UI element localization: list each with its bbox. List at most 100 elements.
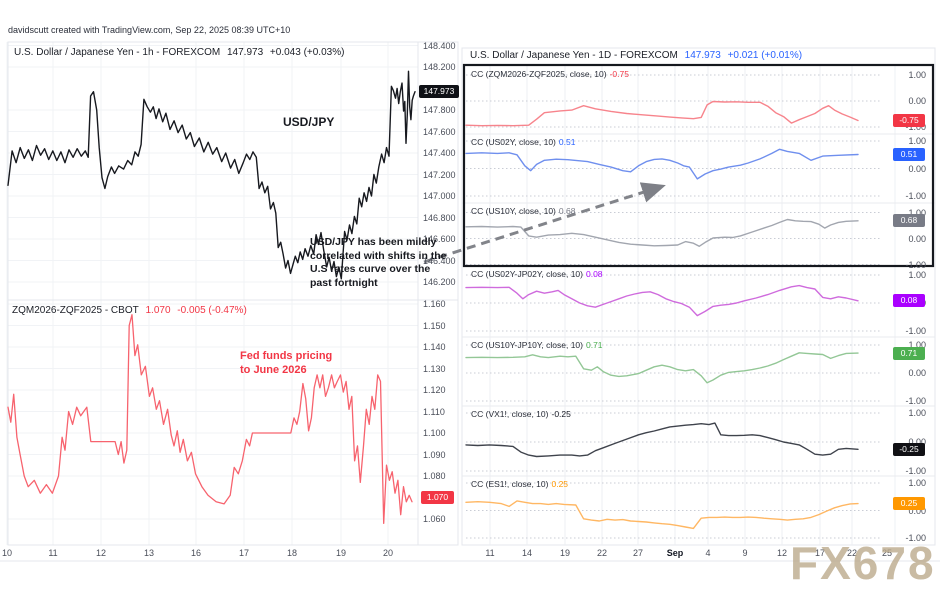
price-tick-label: 148.200 bbox=[423, 62, 456, 72]
time-tick-label: 14 bbox=[521, 548, 532, 558]
annotation-arrow bbox=[423, 182, 666, 264]
time-tick-label: 16 bbox=[190, 548, 201, 558]
price-tick-label: 147.400 bbox=[423, 148, 456, 158]
cc-study-label: CC (ES1!, close, 10) 0.25 bbox=[471, 479, 569, 489]
corr-tick-label: 0.00 bbox=[908, 163, 926, 174]
price-badge-zq: 1.070 bbox=[421, 491, 454, 504]
usdjpy-series-label: USD/JPY bbox=[283, 115, 335, 129]
time-tick-label: 12 bbox=[95, 548, 106, 558]
price-tick-label: 146.200 bbox=[423, 277, 456, 287]
price-tick-label: 1.130 bbox=[423, 363, 446, 374]
time-tick-label: 25 bbox=[881, 548, 892, 558]
corr-tick-label: -1.00 bbox=[905, 259, 926, 270]
corr-tick-label: -1.00 bbox=[905, 191, 926, 201]
fed-funds-annotation: Fed funds pricing to June 2026 bbox=[240, 350, 333, 376]
corr-badge: -0.75 bbox=[893, 114, 925, 127]
price-tick-label: 146.800 bbox=[423, 212, 456, 223]
corr-tick-label: 1.00 bbox=[908, 136, 926, 146]
price-tick-label: 148.400 bbox=[423, 40, 456, 51]
corr-tick-label: -1.00 bbox=[905, 396, 926, 406]
price-tick-label: 1.140 bbox=[423, 342, 446, 352]
corr-tick-label: 0.00 bbox=[886, 437, 926, 447]
price-tick-label: 1.060 bbox=[423, 514, 446, 524]
price-tick-label: 147.000 bbox=[423, 191, 456, 201]
price-tick-label: 1.080 bbox=[423, 471, 446, 481]
cc-study-label: CC (US10Y-JP10Y, close, 10) 0.71 bbox=[471, 340, 603, 350]
usdjpy-1d-legend: U.S. Dollar / Japanese Yen - 1D - FOREXC… bbox=[470, 50, 806, 61]
time-tick-label: 12 bbox=[776, 548, 787, 558]
corr-tick-label: -1.00 bbox=[905, 466, 926, 476]
highlight-box bbox=[462, 63, 935, 268]
corr-tick-label: 1.00 bbox=[908, 270, 926, 280]
time-tick-label: 17 bbox=[814, 548, 825, 558]
corr-badge: 0.08 bbox=[893, 294, 925, 308]
corr-tick-label: 0.00 bbox=[908, 505, 926, 516]
time-tick-label: 11 bbox=[48, 548, 58, 558]
usdjpy-1h-legend: U.S. Dollar / Japanese Yen - 1h - FOREXC… bbox=[14, 47, 348, 58]
legend-change: -0.005 (-0.47%) bbox=[177, 305, 247, 316]
corr-badge: 0.71 bbox=[893, 346, 925, 360]
price-tick-label: 146.400 bbox=[423, 255, 456, 266]
cc-study-label: CC (US02Y-JP02Y, close, 10) 0.08 bbox=[471, 269, 603, 279]
legend-price: 1.070 bbox=[145, 305, 171, 316]
zq-spread-legend: ZQM2026-ZQF2025 - CBOT 1.070 -0.005 (-0.… bbox=[12, 305, 251, 316]
price-tick-label: 1.120 bbox=[423, 385, 446, 395]
time-tick-label: 11 bbox=[485, 548, 495, 558]
time-tick-label: 22 bbox=[596, 548, 607, 558]
cc-study-label: CC (ZQM2026-ZQF2025, close, 10) -0.75 bbox=[471, 69, 629, 79]
corr-tick-label: -1.00 bbox=[905, 122, 926, 132]
price-tick-label: 147.200 bbox=[423, 169, 456, 180]
legend-price: 147.973 bbox=[226, 47, 264, 58]
corr-badge: 0.51 bbox=[893, 147, 925, 161]
time-tick-label: 10 bbox=[1, 548, 12, 558]
corr-badge: 0.68 bbox=[893, 214, 925, 228]
time-tick-label: 19 bbox=[335, 548, 346, 558]
price-tick-label: 147.600 bbox=[423, 126, 456, 137]
rates-correlation-annotation: USD/JPY has been mildly correlated with … bbox=[310, 236, 447, 289]
time-tick-label: 27 bbox=[632, 548, 643, 558]
credit-line: davidscutt created with TradingView.com,… bbox=[8, 25, 291, 35]
corr-tick-label: -1.00 bbox=[905, 326, 926, 336]
corr-tick-label: 1.00 bbox=[908, 70, 926, 80]
corr-tick-label: 1.00 bbox=[908, 207, 926, 218]
price-tick-label: 1.100 bbox=[423, 428, 446, 438]
legend-title: ZQM2026-ZQF2025 - CBOT bbox=[12, 305, 139, 316]
corr-tick-label: 0.00 bbox=[908, 96, 926, 106]
corr-tick-label: 0.00 bbox=[908, 233, 926, 244]
legend-change: +0.021 (+0.01%) bbox=[727, 50, 803, 61]
time-tick-label: 17 bbox=[238, 548, 249, 558]
time-tick-label: Sep bbox=[666, 548, 684, 558]
time-tick-label: 18 bbox=[286, 548, 297, 558]
cc-study-label: CC (VX1!, close, 10) -0.25 bbox=[471, 409, 571, 419]
price-tick-label: 1.110 bbox=[423, 406, 445, 417]
cc-study-label: CC (US10Y, close, 10) 0.68 bbox=[471, 206, 576, 216]
price-tick-label: 147.800 bbox=[423, 105, 456, 115]
price-tick-label: 1.150 bbox=[423, 320, 446, 331]
corr-tick-label: 1.00 bbox=[908, 478, 926, 488]
time-tick-label: 19 bbox=[559, 548, 570, 558]
time-tick-label: 9 bbox=[742, 548, 748, 558]
time-tick-label: 20 bbox=[382, 548, 393, 558]
legend-title: U.S. Dollar / Japanese Yen - 1D - FOREXC… bbox=[470, 50, 678, 61]
corr-tick-label: -1.00 bbox=[905, 533, 926, 543]
corr-tick-label: 1.00 bbox=[908, 408, 926, 418]
time-tick-label: 22 bbox=[846, 548, 857, 558]
time-tick-label: 4 bbox=[705, 548, 711, 558]
corr-tick-label: 0.00 bbox=[908, 368, 926, 378]
corr-badge: -0.25 bbox=[893, 442, 925, 456]
price-badge-usdjpy: 147.973 bbox=[419, 84, 459, 98]
price-tick-label: 146.600 bbox=[423, 234, 456, 244]
price-tick-label: 1.090 bbox=[423, 449, 446, 460]
legend-price: 147.973 bbox=[684, 50, 721, 61]
corr-tick-label: 1.00 bbox=[908, 340, 926, 350]
left-price-scale[interactable] bbox=[418, 42, 458, 545]
corr-badge: 0.25 bbox=[893, 497, 925, 511]
legend-title: U.S. Dollar / Japanese Yen - 1h - FOREXC… bbox=[14, 47, 221, 58]
fx678-watermark: FX678 bbox=[790, 537, 936, 589]
price-tick-label: 1.160 bbox=[423, 299, 446, 309]
cc-study-label: CC (US02Y, close, 10) 0.51 bbox=[471, 137, 576, 147]
time-tick-label: 13 bbox=[143, 548, 154, 558]
legend-change: +0.043 (+0.03%) bbox=[269, 47, 345, 58]
